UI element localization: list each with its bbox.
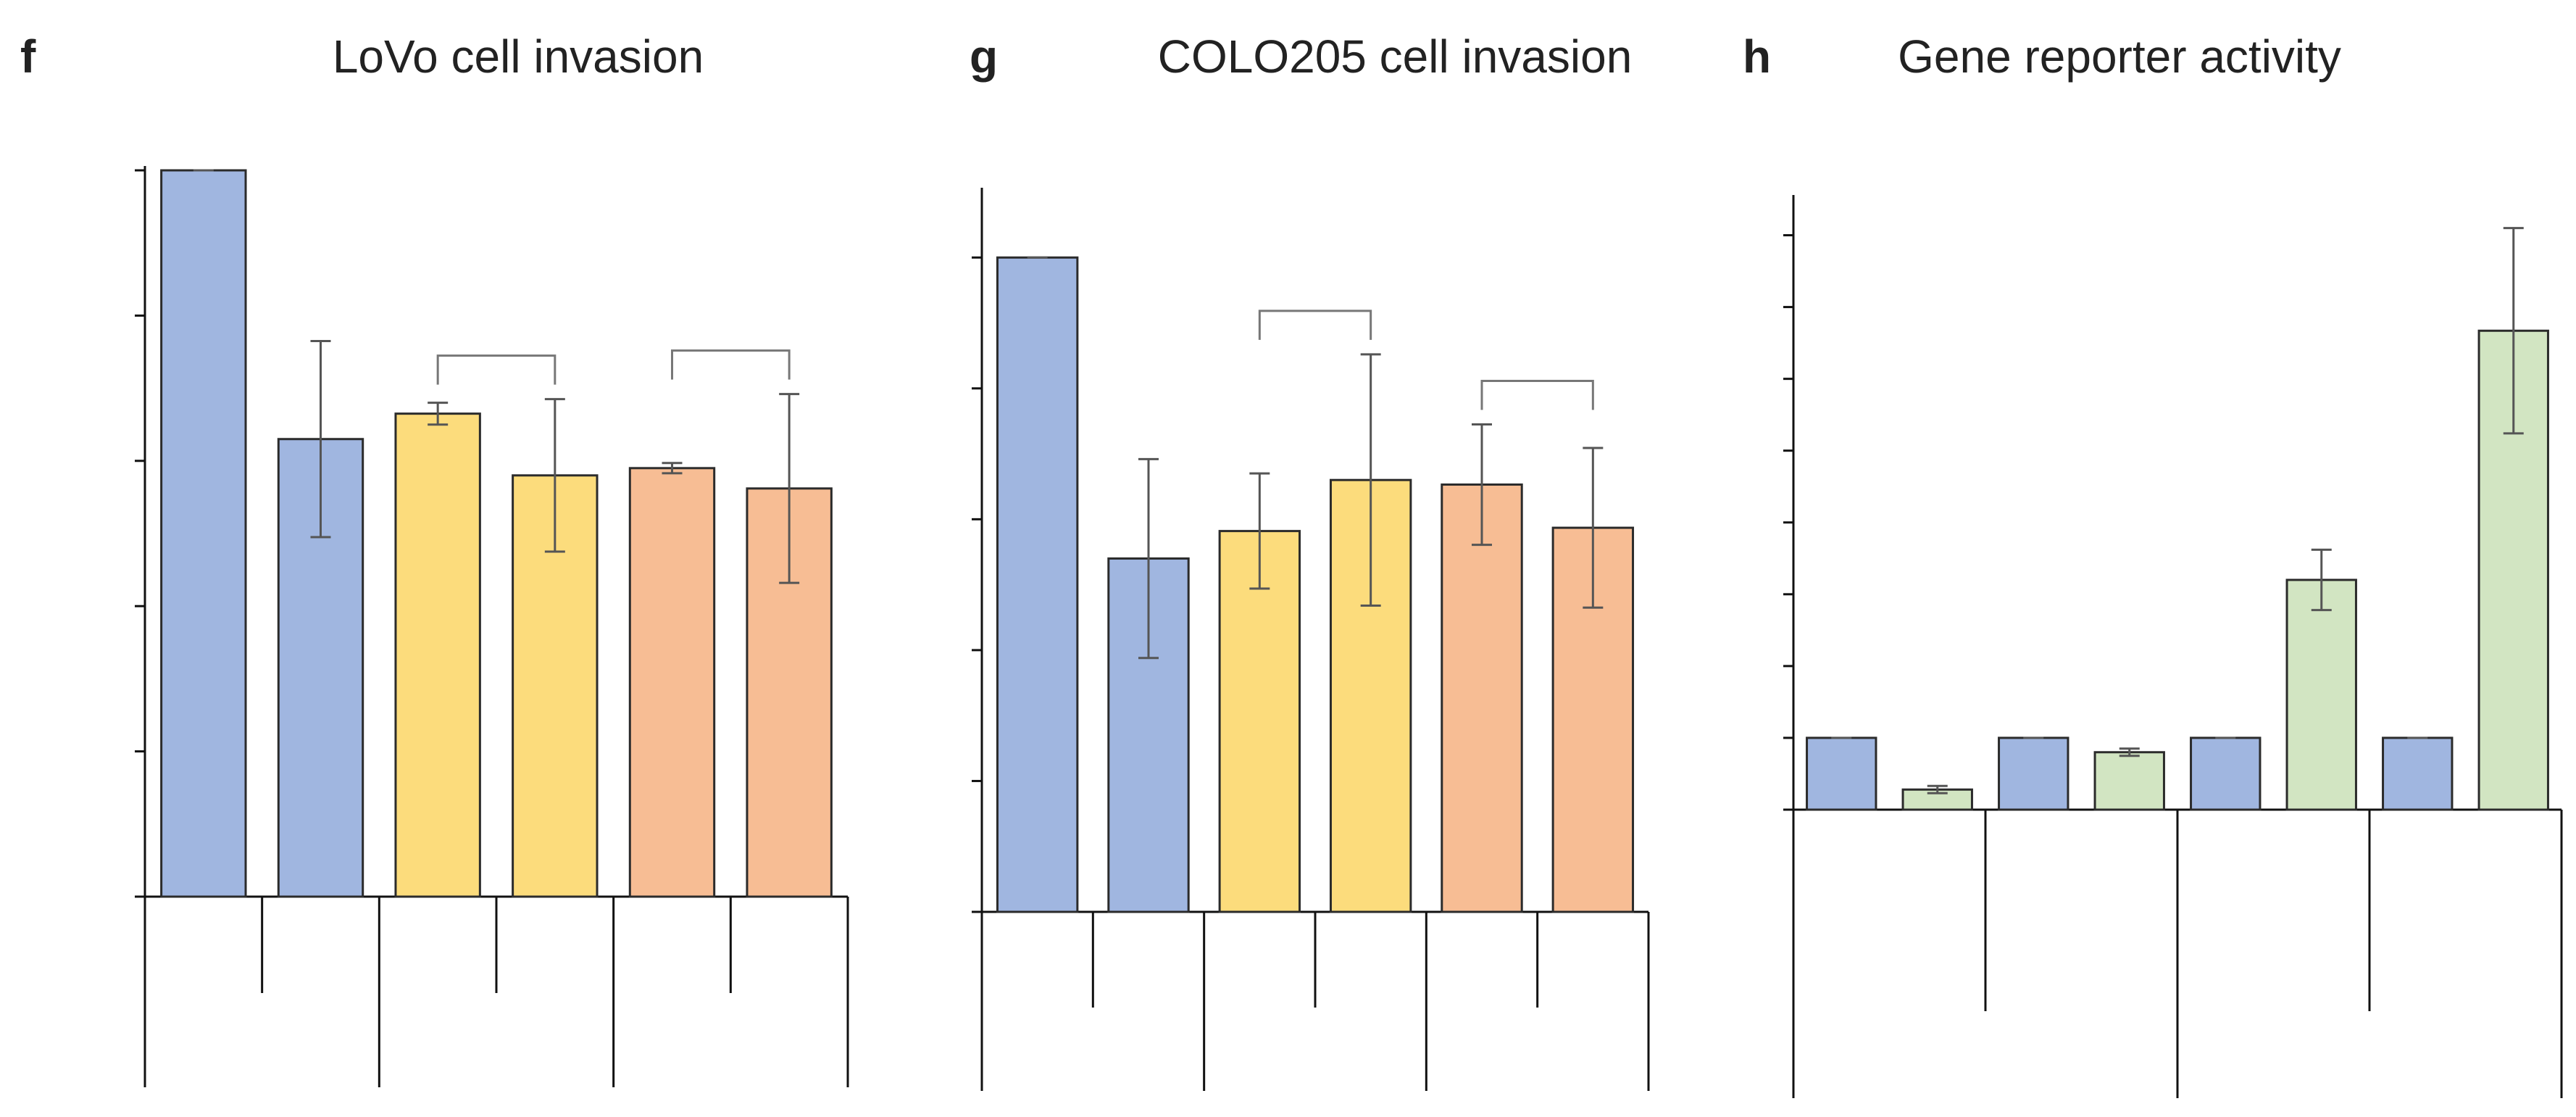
ns-bracket: [1480, 379, 1594, 410]
bar: [2382, 736, 2454, 811]
bar: [2093, 751, 2165, 811]
panel-letter-h: h: [1743, 30, 1771, 83]
bar: [1998, 736, 2069, 811]
bar: [2190, 736, 2262, 811]
plot-g: [972, 188, 1650, 1091]
panel-h: h Gene reporter activity: [1743, 30, 2563, 1098]
bar: [1441, 483, 1523, 913]
panel-letter-g: g: [970, 30, 998, 83]
bar: [628, 467, 716, 898]
bar: [996, 256, 1079, 913]
plot-h: [1783, 195, 2563, 1098]
title-f: LoVo cell invasion: [333, 30, 704, 83]
panel-letter-f: f: [20, 30, 36, 83]
ns-bracket: [436, 354, 557, 385]
panel-f: f LoVo cell invasion: [20, 30, 849, 1087]
plot-f: [135, 166, 849, 1087]
ns-bracket: [1258, 310, 1372, 340]
bar: [2285, 578, 2357, 811]
title-g: COLO205 cell invasion: [1158, 30, 1633, 83]
bar: [394, 412, 481, 898]
panel-g: g COLO205 cell invasion: [970, 30, 1650, 1091]
title-h: Gene reporter activity: [1898, 30, 2341, 83]
bar: [1806, 736, 1877, 811]
bar: [160, 169, 247, 898]
ns-bracket: [671, 349, 791, 380]
